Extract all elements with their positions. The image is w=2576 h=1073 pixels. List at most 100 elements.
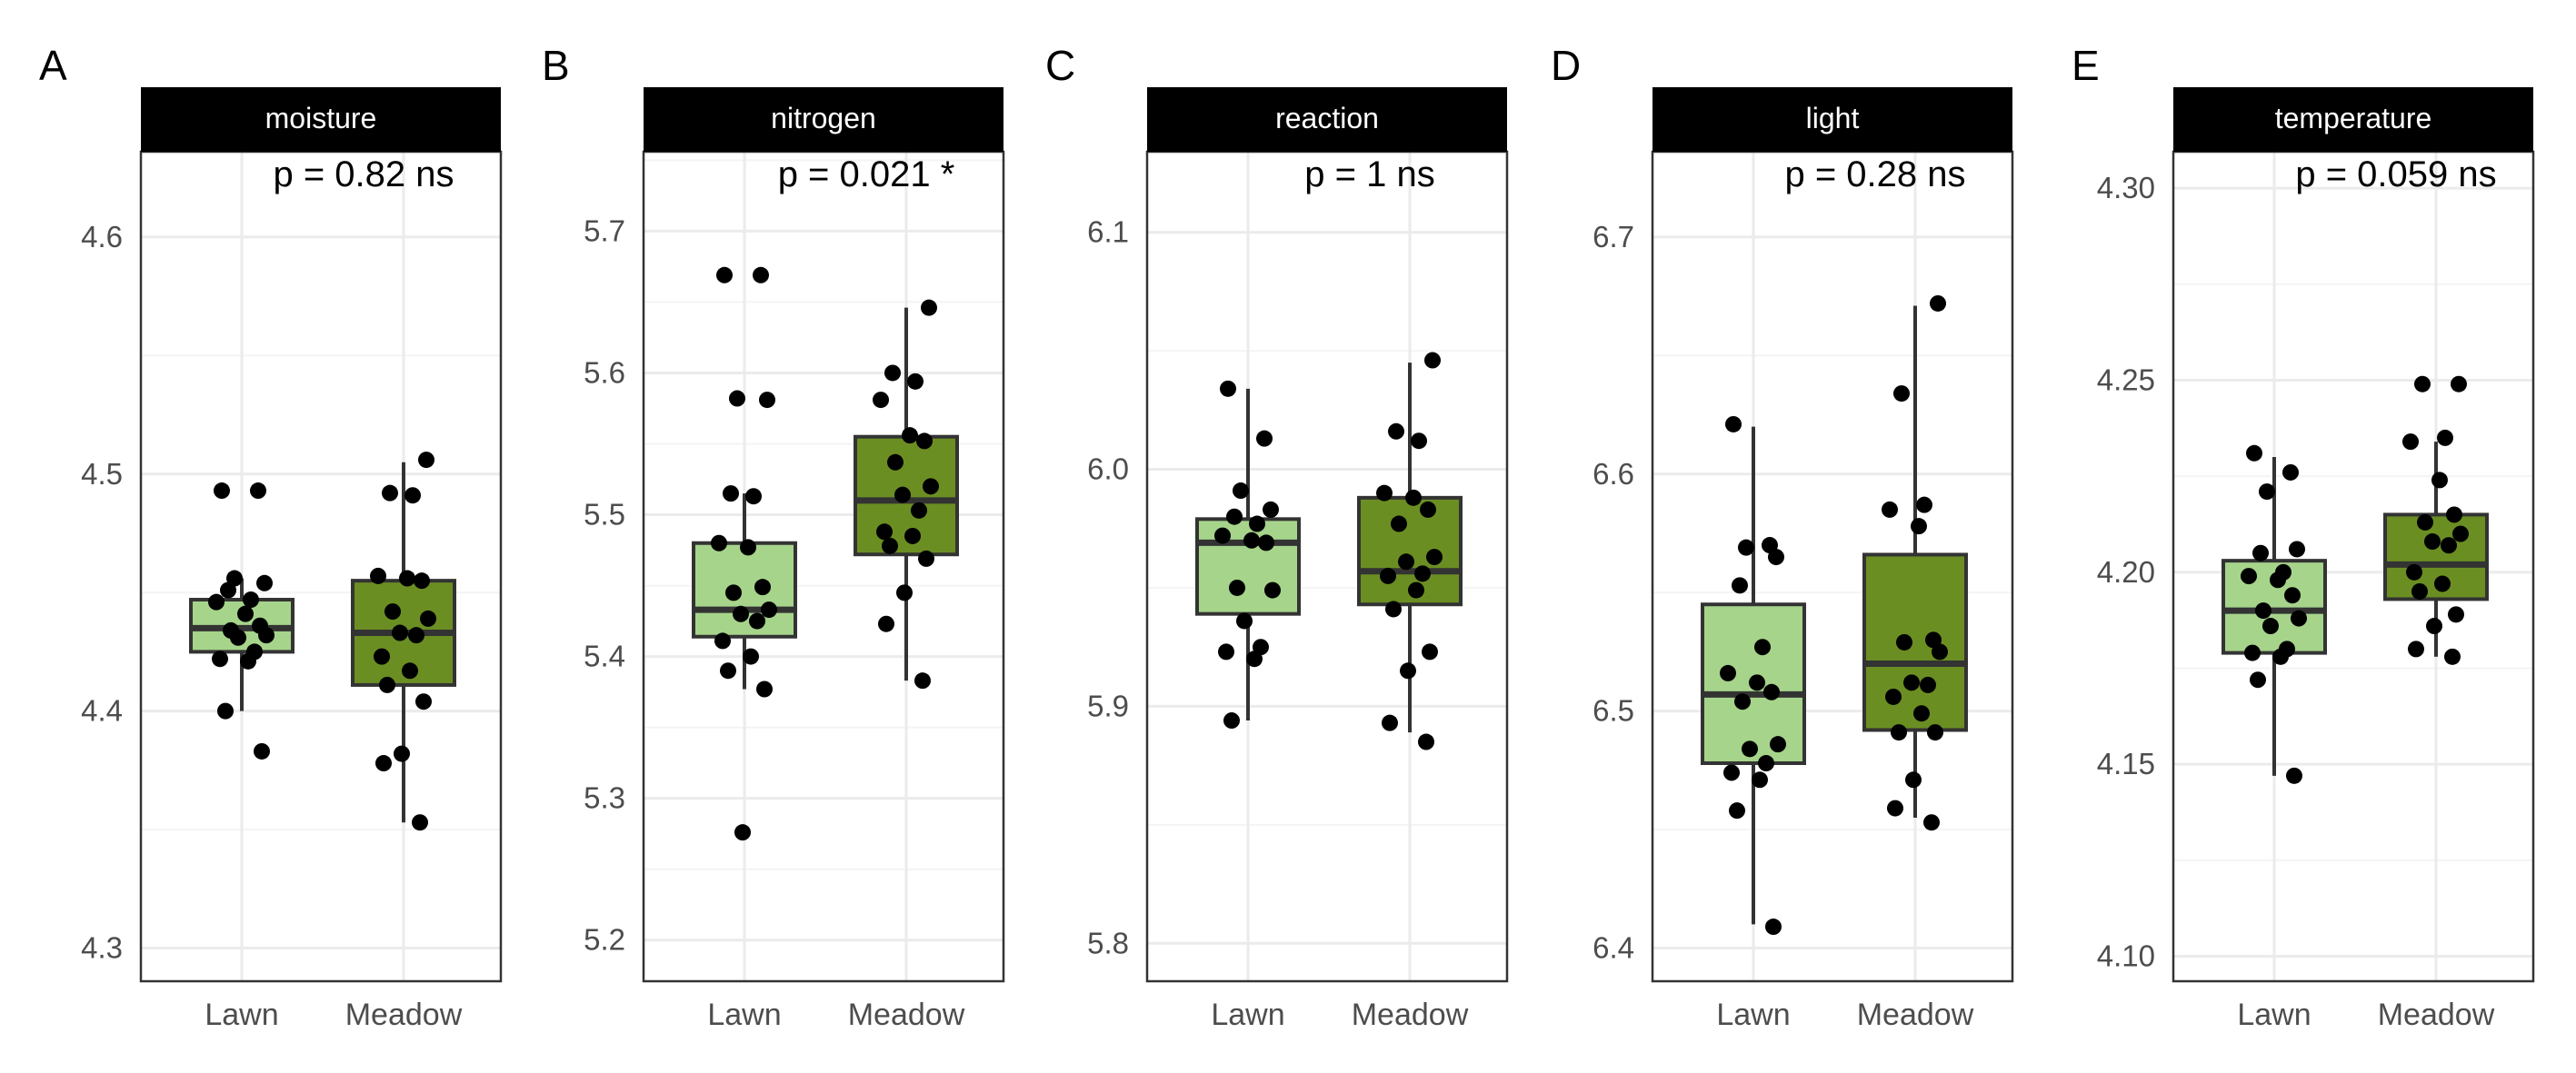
- data-point: [1420, 501, 1436, 518]
- data-point: [1723, 764, 1740, 781]
- data-point: [379, 676, 395, 693]
- data-point: [723, 485, 739, 502]
- data-point: [1927, 724, 1943, 741]
- data-point: [1887, 800, 1903, 817]
- data-point: [2244, 644, 2261, 661]
- y-tick-label: 5.8: [1087, 926, 1129, 959]
- data-point: [1229, 579, 1245, 596]
- data-point: [1263, 501, 1279, 518]
- data-point: [1422, 643, 1438, 661]
- data-point: [384, 603, 401, 621]
- data-point: [2289, 541, 2305, 558]
- data-point: [1214, 527, 1231, 544]
- data-point: [2417, 513, 2433, 531]
- data-point: [375, 755, 392, 772]
- panel-letter: A: [39, 42, 67, 89]
- facet-strip: [644, 87, 1003, 152]
- data-point: [1905, 771, 1922, 789]
- y-tick-label: 6.7: [1593, 220, 1634, 253]
- data-point: [382, 484, 398, 502]
- y-tick-label: 4.20: [2097, 555, 2155, 589]
- data-point: [1236, 612, 1253, 630]
- data-point: [1246, 651, 1263, 668]
- data-point: [408, 627, 424, 644]
- data-point: [1770, 736, 1786, 753]
- data-point: [1891, 724, 1907, 741]
- facet-strip-label: nitrogen: [771, 102, 876, 134]
- data-point: [1885, 688, 1902, 705]
- data-point: [1264, 581, 1281, 599]
- data-point: [882, 537, 898, 554]
- x-tick-label: Meadow: [2378, 998, 2495, 1032]
- data-point: [1249, 515, 1265, 532]
- data-point: [1220, 380, 1236, 397]
- y-tick-label: 4.6: [81, 220, 123, 253]
- data-point: [2262, 618, 2279, 635]
- data-point: [1903, 674, 1920, 691]
- data-point: [217, 702, 234, 720]
- data-point: [1388, 422, 1404, 440]
- data-point: [1758, 755, 1774, 772]
- data-point: [876, 523, 893, 541]
- data-point: [1913, 705, 1930, 722]
- data-point: [420, 610, 436, 627]
- facet-strip: [1147, 87, 1507, 152]
- data-point: [399, 570, 415, 587]
- data-point: [1218, 643, 1234, 661]
- data-point: [2286, 767, 2302, 784]
- data-point: [1414, 565, 1431, 582]
- data-point: [2441, 537, 2457, 554]
- p-value-annotation: p = 0.82 ns: [273, 154, 454, 194]
- data-point: [2426, 618, 2442, 635]
- data-point: [254, 742, 270, 760]
- data-point: [1391, 515, 1407, 532]
- data-point: [878, 615, 894, 632]
- data-point: [2434, 575, 2451, 592]
- data-point: [907, 373, 924, 390]
- y-tick-label: 5.9: [1087, 689, 1129, 722]
- data-point: [716, 266, 733, 283]
- data-point: [1233, 482, 1249, 500]
- x-tick-label: Meadow: [848, 998, 965, 1032]
- panel-e: E 4.10 4.15 4.20 4.25 4.30 Lawn Meadow temperatu…: [2072, 42, 2535, 1032]
- x-tick-label: Meadow: [345, 998, 463, 1032]
- data-point: [1920, 676, 1936, 693]
- data-point: [904, 527, 921, 544]
- data-point: [1223, 712, 1240, 730]
- data-point: [2431, 472, 2448, 489]
- data-point: [711, 534, 727, 551]
- data-point: [2402, 433, 2419, 451]
- x-tick-label: Meadow: [1857, 998, 1974, 1032]
- data-point: [756, 681, 773, 698]
- data-point: [734, 824, 751, 841]
- data-point: [745, 488, 762, 505]
- data-point: [1256, 430, 1273, 447]
- data-point: [237, 605, 254, 622]
- data-point: [896, 584, 913, 601]
- data-point: [240, 652, 256, 670]
- data-point: [1732, 577, 1748, 594]
- data-point: [1405, 489, 1422, 506]
- data-point: [394, 745, 410, 762]
- y-tick-label: 4.4: [81, 694, 123, 728]
- data-point: [1882, 501, 1898, 518]
- data-point: [1911, 518, 1927, 535]
- data-point: [2406, 563, 2422, 581]
- y-tick-label: 6.5: [1593, 694, 1634, 728]
- data-point: [414, 572, 430, 590]
- panel-c: C 5.8 5.9 6.0 6.1 Lawn Meadow reaction p = 1 ns: [1045, 42, 1509, 1032]
- y-tick-label: 4.5: [81, 457, 123, 491]
- x-tick-label: Lawn: [707, 998, 781, 1032]
- data-point: [1408, 581, 1424, 599]
- x-tick-label: Lawn: [1211, 998, 1284, 1032]
- y-tick-label: 5.2: [584, 923, 625, 957]
- data-point: [753, 266, 769, 283]
- data-point: [1226, 508, 1243, 525]
- data-point: [212, 651, 228, 668]
- data-point: [1411, 432, 1427, 450]
- data-point: [1725, 415, 1742, 432]
- data-point: [2259, 483, 2275, 501]
- x-tick-label: Meadow: [1352, 998, 1469, 1032]
- data-point: [1742, 740, 1758, 758]
- data-point: [914, 672, 931, 690]
